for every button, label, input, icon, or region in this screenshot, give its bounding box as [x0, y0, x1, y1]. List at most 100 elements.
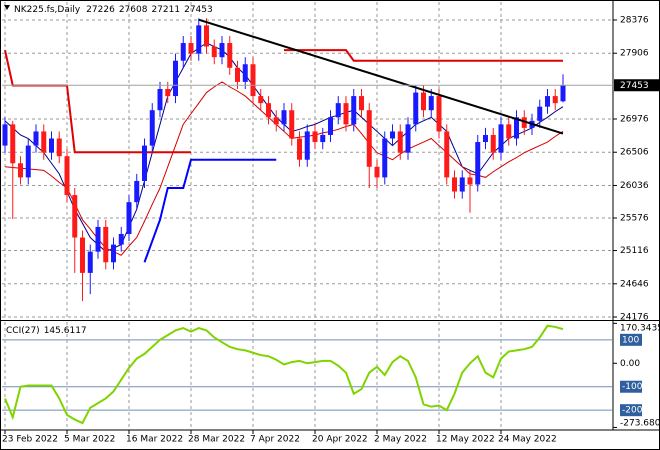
candle-body: [87, 251, 93, 273]
symbol: NK225.fs,Daily: [14, 5, 81, 15]
candle-body: [390, 131, 395, 139]
candle-body: [33, 131, 39, 146]
ohlc-open: 27226: [86, 5, 115, 15]
y-tick-label: 24646: [620, 279, 649, 289]
candle-body: [266, 103, 271, 118]
candle-body: [235, 67, 240, 82]
candle-body: [351, 96, 357, 125]
level-label: 100: [622, 335, 639, 345]
y-tick-label: 28376: [620, 15, 649, 25]
x-tick-label: 23 Feb 2022: [2, 435, 58, 445]
candle-body: [64, 156, 70, 196]
candle-body: [428, 96, 434, 111]
candle-body: [111, 244, 116, 263]
candle-body: [436, 96, 442, 132]
trendline: [198, 18, 564, 135]
candle-body: [72, 195, 78, 238]
candle-body: [149, 110, 155, 146]
candle-body: [552, 96, 558, 104]
candle-body: [475, 142, 481, 185]
candle-body: [25, 145, 31, 178]
candle-body: [204, 25, 209, 47]
candle-body: [18, 163, 23, 178]
chart-title: NK225.fs,Daily 27226 27608 27211 27453: [14, 5, 213, 15]
y-tick-label: 25116: [620, 246, 649, 256]
candle-body: [452, 177, 457, 192]
candle-body: [374, 166, 380, 178]
candle-body: [490, 134, 496, 153]
candle-body: [521, 117, 527, 128]
candle-body: [258, 96, 264, 104]
candle-body: [483, 134, 488, 143]
candle-body: [95, 226, 101, 252]
y-tick-label: 27906: [620, 49, 649, 59]
current-price-label: 27453: [620, 81, 649, 91]
candle-body: [242, 64, 248, 82]
candle-body: [545, 96, 550, 107]
candle-body: [498, 124, 504, 153]
level-box: [620, 333, 642, 346]
candle-body: [41, 131, 47, 153]
x-tick-label: 5 Mar 2022: [64, 435, 115, 445]
x-tick-label: 24 May 2022: [498, 435, 557, 445]
x-tick-label: 20 Apr 2022: [312, 435, 368, 445]
candle-body: [2, 124, 8, 146]
ohlc-close: 27453: [184, 5, 213, 15]
level-box: [620, 380, 642, 393]
candle-body: [382, 138, 388, 178]
candle-body: [10, 124, 16, 164]
y-tick-label: 0.00: [620, 359, 640, 369]
x-tick-label: 28 Mar 2022: [188, 435, 245, 445]
candle-body: [560, 85, 566, 102]
candle-body: [366, 110, 372, 167]
y-tick-label: 26036: [620, 181, 649, 191]
candle-body: [397, 131, 403, 153]
level-label: -100: [622, 382, 643, 392]
candle-body: [173, 60, 178, 97]
candle-body: [56, 138, 62, 157]
x-tick-label: 2 May 2022: [374, 435, 427, 445]
candle-body: [359, 96, 364, 111]
candle-body: [103, 226, 109, 263]
candle-body: [289, 110, 295, 139]
x-tick-label: 16 Mar 2022: [126, 435, 183, 445]
ohlc-values: 27226 27608 27211 27453: [86, 5, 213, 15]
candle-body: [413, 92, 419, 125]
candle-body: [126, 202, 132, 234]
title-icon: [4, 5, 10, 10]
candle-body: [118, 233, 124, 245]
candle-body: [405, 124, 411, 153]
candle-body: [537, 106, 543, 121]
x-tick-label: 12 May 2022: [436, 435, 495, 445]
candle-body: [134, 180, 140, 203]
candle-body: [157, 89, 163, 111]
cci-value: 145.6117: [44, 326, 87, 336]
y-tick-label: 24176: [620, 313, 649, 323]
candle-body: [196, 25, 202, 54]
candle-body: [467, 177, 473, 185]
candle-body: [444, 131, 450, 178]
candle-body: [304, 131, 310, 160]
x-tick-label: 7 Apr 2022: [250, 435, 300, 445]
candle-body: [506, 124, 512, 139]
candle-body: [421, 92, 426, 111]
level-label: -200: [622, 406, 643, 416]
cci-title: CCI(27) 145.6117: [6, 326, 87, 336]
candle-body: [80, 237, 85, 273]
candle-body: [320, 134, 326, 143]
ohlc-low: 27211: [151, 5, 180, 15]
candle-body: [227, 43, 233, 68]
cci-line: [4, 324, 564, 425]
candle-body: [165, 89, 171, 97]
ohlc-high: 27608: [119, 5, 148, 15]
candle-body: [343, 103, 349, 125]
candle-body: [312, 131, 318, 143]
candle-body: [180, 43, 186, 61]
candle-body: [219, 43, 225, 58]
y-tick-label: 170.3435: [620, 324, 660, 334]
indicator-line: [143, 158, 277, 263]
y-tick-label: 25576: [620, 214, 649, 224]
cci-name: CCI(27): [6, 326, 40, 336]
